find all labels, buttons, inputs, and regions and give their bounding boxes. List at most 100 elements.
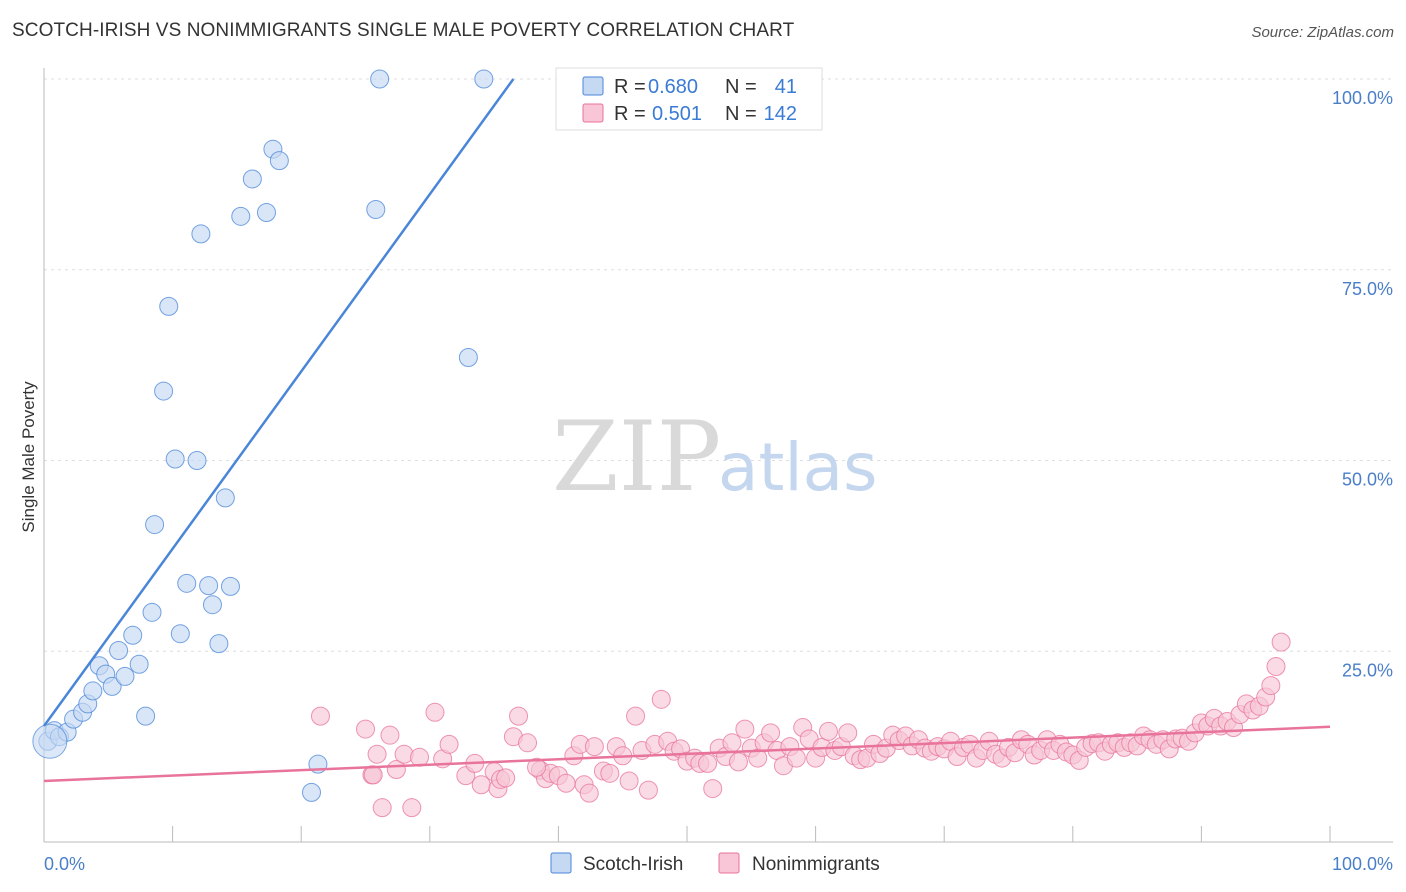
nonimmigrants-point	[527, 757, 547, 777]
scotch-irish-point	[145, 515, 165, 535]
nonimmigrants-point	[310, 706, 330, 726]
scotch-irish-point	[209, 634, 229, 654]
scotch-irish-point	[187, 451, 207, 470]
scotch-irish-point	[242, 169, 262, 189]
legend-r-label-2: R =	[614, 103, 646, 125]
nonimmigrants-point	[579, 783, 599, 803]
nonimmigrants-point	[703, 779, 723, 799]
nonimmigrants-point	[425, 702, 445, 722]
nonimmigrants-point	[728, 752, 748, 772]
nonimmigrants-point	[722, 733, 742, 753]
nonimmigrants-point	[651, 689, 671, 709]
watermark: ZIP atlas	[552, 401, 878, 513]
scotch-irish-point	[102, 676, 122, 696]
scotch-irish-point	[123, 625, 143, 645]
scotch-irish-point	[129, 654, 149, 674]
legend-n-label-2: N =	[725, 103, 757, 125]
chart-title: SCOTCH-IRISH VS NONIMMIGRANTS SINGLE MAL…	[12, 20, 795, 41]
legend-n-label-1: N =	[725, 76, 757, 98]
bottom-legend-label-nonimmigrants: Nonimmigrants	[752, 854, 880, 875]
nonimmigrants-point	[380, 725, 400, 745]
axes	[43, 68, 1393, 843]
watermark-zip: ZIP	[552, 401, 721, 513]
bottom-legend-swatch-scotch-irish	[550, 852, 572, 874]
scotch-irish-point	[269, 151, 289, 171]
nonimmigrants-point	[838, 723, 858, 743]
scotch-irish-trend-line	[42, 78, 515, 727]
scotch-irish-point	[170, 624, 190, 644]
nonimmigrants-point	[439, 734, 459, 754]
scotch-irish-point	[154, 381, 174, 401]
scotch-irish-point	[220, 576, 240, 596]
legend-r-label-1: R =	[614, 76, 646, 98]
nonimmigrants-point	[518, 733, 538, 753]
nonimmigrants-point	[626, 706, 646, 726]
scotch-irish-point	[474, 69, 494, 89]
legend-r-value-1: 0.680	[648, 76, 698, 98]
nonimmigrants-trend-line	[43, 725, 1331, 783]
nonimmigrants-point	[556, 773, 576, 793]
trend-lines	[42, 78, 1331, 783]
nonimmigrants-point	[372, 798, 392, 818]
scotch-irish-point	[202, 595, 222, 615]
scotch-irish-point	[159, 296, 179, 316]
nonimmigrants-point	[761, 723, 781, 743]
gridlines	[44, 78, 1393, 652]
legend-swatch-scotch-irish	[582, 76, 604, 96]
nonimmigrants-point	[698, 753, 718, 773]
scotch-irish-point	[142, 602, 162, 622]
scotch-irish-point	[215, 488, 235, 508]
legend-swatch-nonimmigrants	[582, 103, 604, 123]
nonimmigrants-point	[1271, 632, 1291, 652]
scotch-irish-point	[458, 347, 478, 367]
legend: R = 0.680 N = 41 R = 0.501 N = 142	[555, 67, 823, 131]
nonimmigrants-point	[638, 780, 658, 800]
y-tick-label: 50.0%	[1342, 470, 1393, 490]
nonimmigrants-point	[394, 744, 414, 764]
scotch-irish-point	[366, 199, 386, 219]
nonimmigrants-points	[310, 632, 1291, 818]
nonimmigrants-point	[410, 747, 430, 767]
nonimmigrants-point	[356, 719, 375, 739]
x-tick-label-max: 100.0%	[1332, 854, 1393, 874]
nonimmigrants-point	[367, 744, 387, 764]
nonimmigrants-point	[509, 706, 529, 726]
scotch-irish-point	[115, 666, 135, 686]
scotch-irish-point	[165, 449, 185, 469]
y-tick-label: 75.0%	[1342, 279, 1393, 299]
chart-source: Source: ZipAtlas.com	[1251, 24, 1394, 41]
bottom-legend: Scotch-Irish Nonimmigrants	[550, 852, 880, 875]
scotch-irish-point	[231, 206, 251, 226]
y-tick-label: 25.0%	[1342, 660, 1393, 680]
scotch-irish-point	[83, 681, 103, 701]
nonimmigrants-point	[1266, 657, 1286, 677]
watermark-atlas: atlas	[718, 429, 878, 506]
scotch-irish-point	[199, 576, 219, 596]
y-axis-label: Single Male Poverty	[19, 381, 38, 533]
legend-n-value-1: 41	[775, 76, 797, 98]
scotch-irish-point	[136, 706, 156, 726]
bottom-legend-swatch-nonimmigrants	[718, 852, 740, 874]
nonimmigrants-point	[1261, 676, 1281, 696]
scotch-irish-point	[109, 640, 129, 660]
nonimmigrants-point	[496, 768, 516, 788]
nonimmigrants-point	[619, 771, 639, 791]
scotch-irish-cluster-point	[32, 723, 68, 759]
scotch-irish-point	[301, 782, 321, 802]
scotch-irish-point	[177, 573, 197, 593]
x-tick-label-min: 0.0%	[44, 854, 85, 874]
nonimmigrants-point	[735, 719, 755, 739]
nonimmigrants-point	[600, 763, 620, 783]
scotch-irish-point	[370, 69, 390, 89]
bottom-legend-label-scotch-irish: Scotch-Irish	[583, 854, 683, 875]
nonimmigrants-point	[818, 721, 838, 741]
nonimmigrants-point	[584, 737, 604, 757]
y-tick-label: 100.0%	[1332, 88, 1393, 108]
nonimmigrants-point	[786, 748, 806, 768]
scotch-irish-points	[32, 69, 494, 802]
scotch-irish-point	[191, 224, 211, 244]
legend-n-value-2: 142	[764, 103, 797, 125]
legend-r-value-2: 0.501	[652, 103, 702, 125]
nonimmigrants-point	[402, 798, 422, 818]
